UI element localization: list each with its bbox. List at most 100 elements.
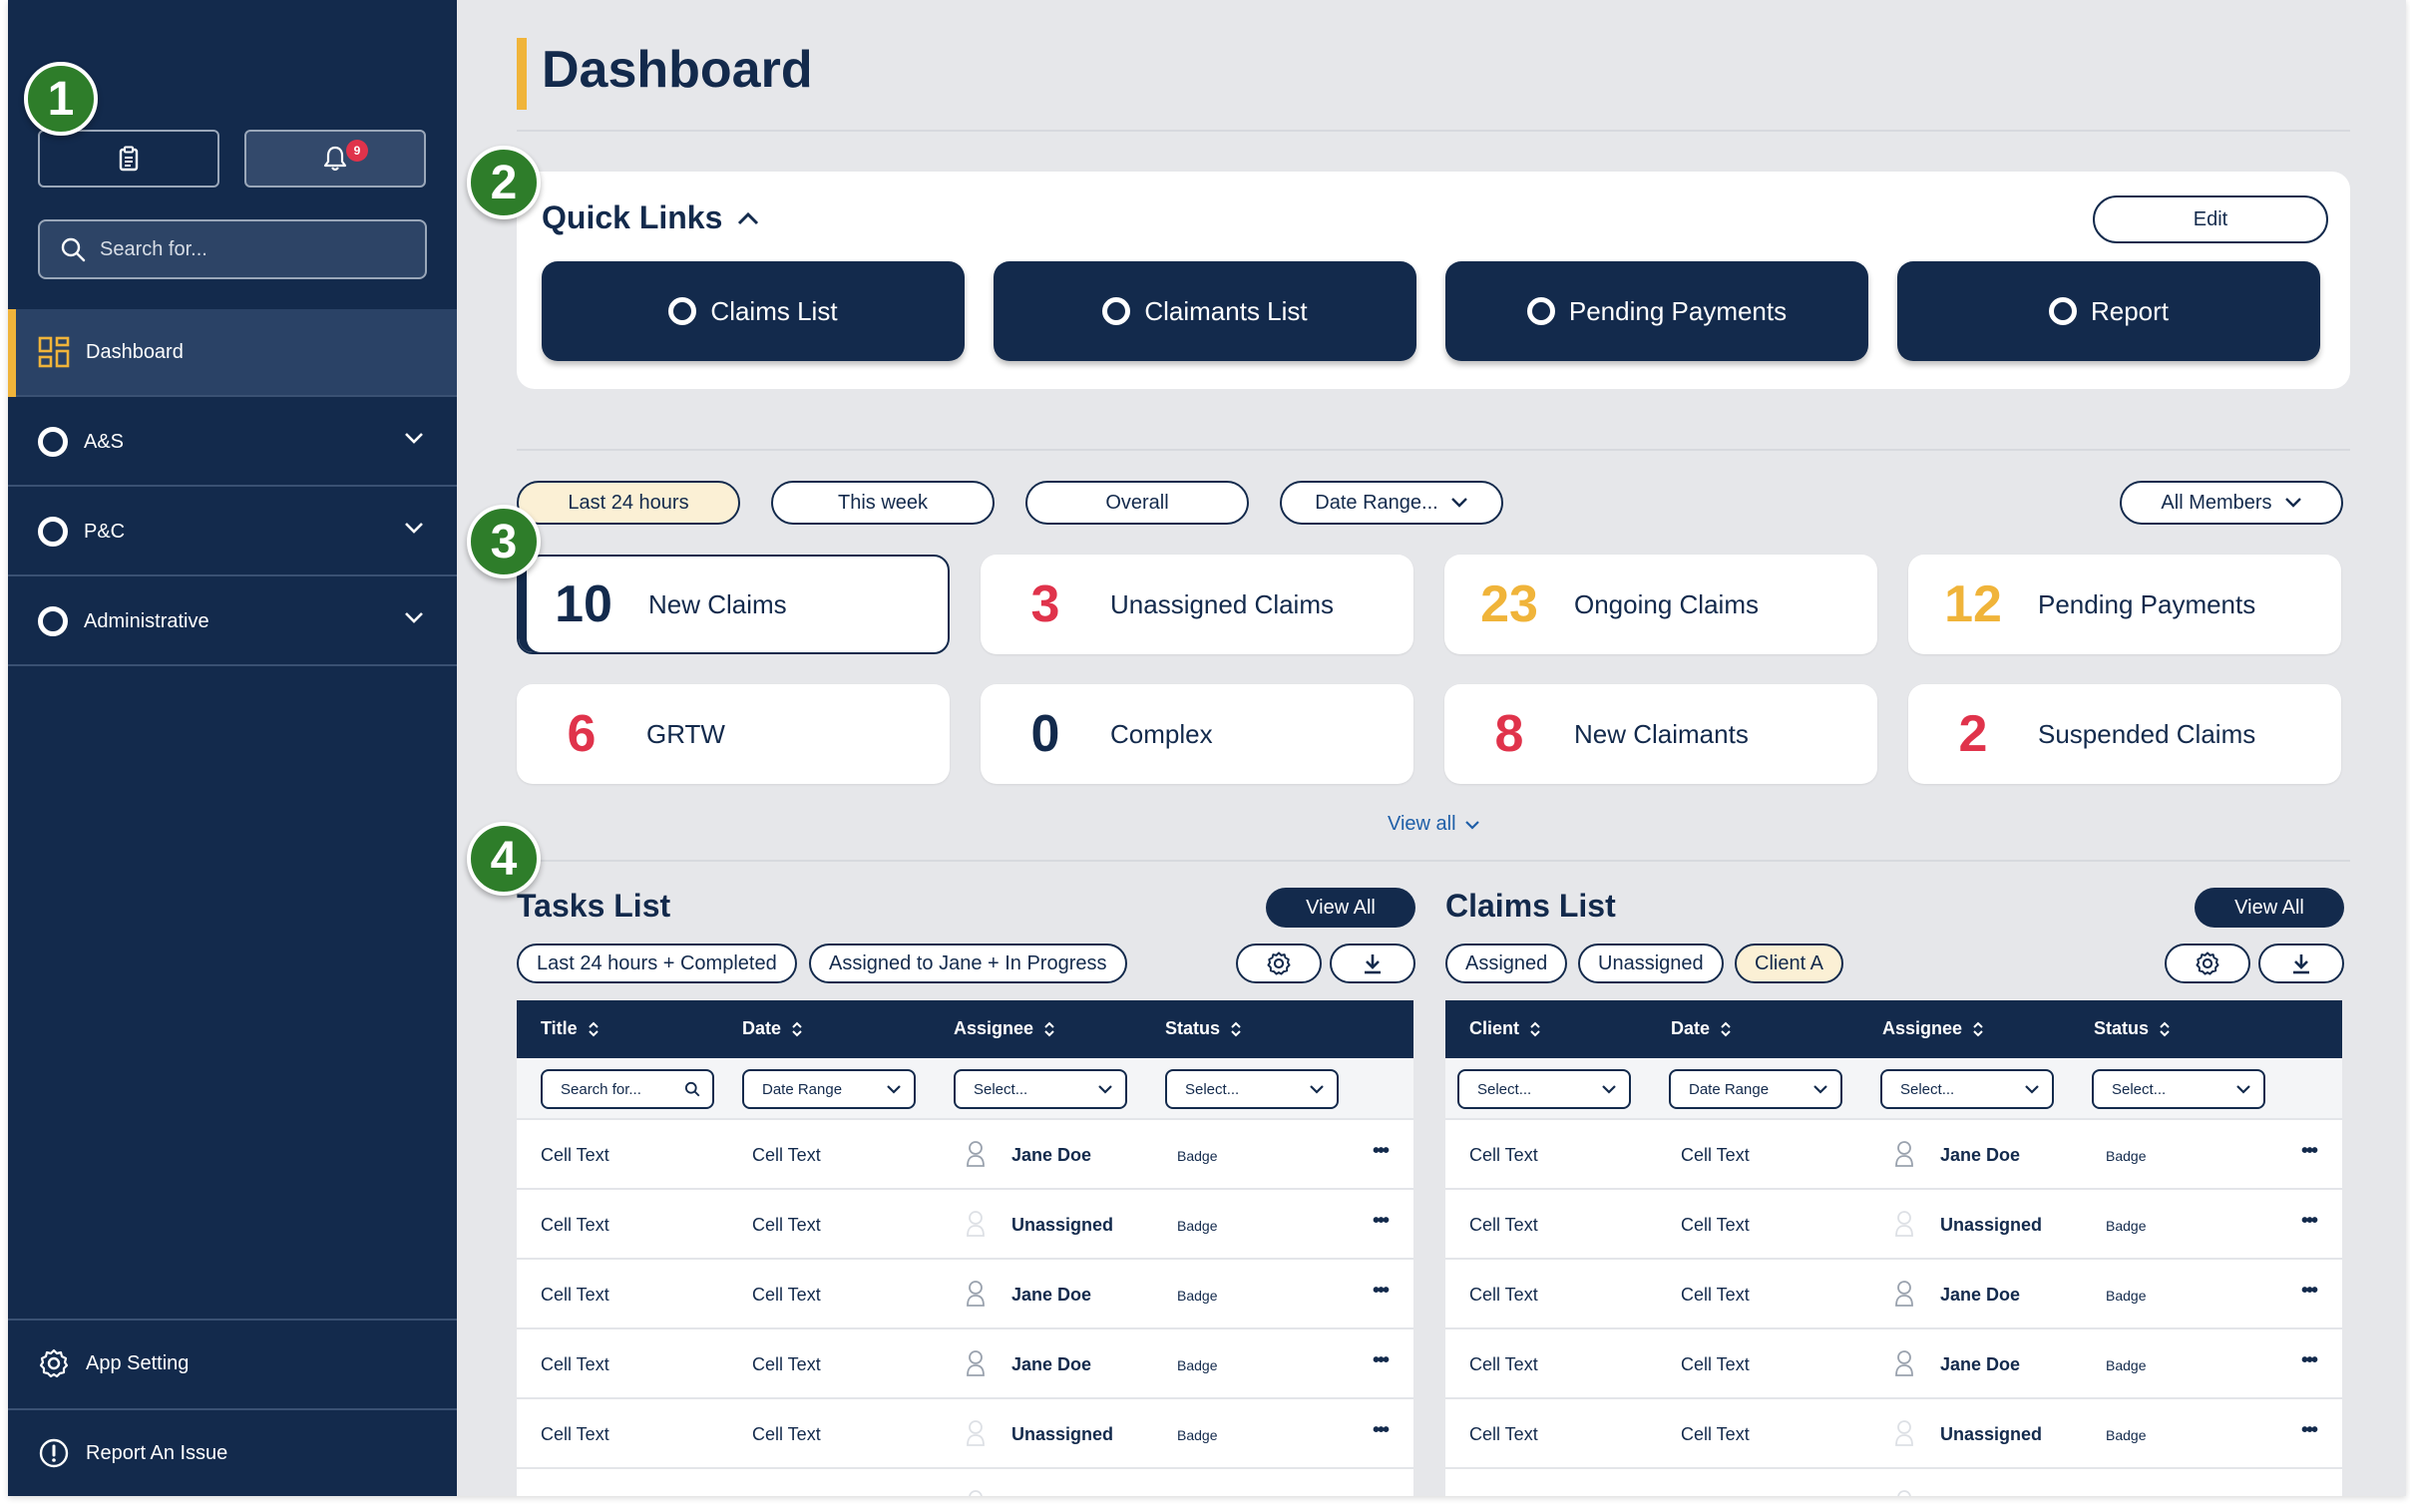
quick-link-report[interactable]: Report <box>1897 261 2320 361</box>
more-options-icon[interactable]: ••• <box>1373 1140 1390 1162</box>
claims-settings-button[interactable] <box>2165 944 2250 983</box>
claims-chip-client-a[interactable]: Client A <box>1735 944 1843 983</box>
sidebar-item-p-and-c[interactable]: P&C <box>8 489 457 576</box>
assignee-name: Jane Doe <box>1011 1145 1092 1165</box>
more-options-icon[interactable]: ••• <box>1373 1489 1390 1496</box>
more-options-icon[interactable]: ••• <box>2301 1280 2318 1302</box>
column-header-status[interactable]: Status <box>2094 1018 2171 1039</box>
quick-link-claimants-list[interactable]: Claimants List <box>994 261 1416 361</box>
claims-view-all-button[interactable]: View All <box>2195 888 2344 928</box>
chevron-down-icon <box>1310 1085 1324 1094</box>
tasks-settings-button[interactable] <box>1236 944 1322 983</box>
filter-last-24-hours[interactable]: Last 24 hours <box>517 481 740 525</box>
sidebar-item-dashboard[interactable]: Dashboard <box>8 309 457 397</box>
more-options-icon[interactable]: ••• <box>1373 1349 1390 1371</box>
stat-complex[interactable]: 0 Complex <box>981 684 1413 784</box>
stat-unassigned-claims[interactable]: 3 Unassigned Claims <box>981 555 1413 654</box>
more-options-icon[interactable]: ••• <box>2301 1210 2318 1232</box>
stat-grtw[interactable]: 6 GRTW <box>517 684 950 784</box>
more-options-icon[interactable]: ••• <box>1373 1210 1390 1232</box>
tasks-view-all-button[interactable]: View All <box>1266 888 1415 928</box>
table-row[interactable]: Cell Text Cell Text Jane Doe Badge ••• <box>1445 1120 2342 1190</box>
report-issue-link[interactable]: Report An Issue <box>8 1408 457 1496</box>
column-header-status[interactable]: Status <box>1165 1018 1242 1039</box>
quick-link-pending-payments[interactable]: Pending Payments <box>1445 261 1868 361</box>
sidebar-item-label: A&S <box>84 430 125 453</box>
stat-suspended-claims[interactable]: 2 Suspended Claims <box>1908 684 2341 784</box>
table-row[interactable]: Cell Text Cell Text Jane Doe Badge ••• <box>1445 1329 2342 1399</box>
sidebar-item-a-and-s[interactable]: A&S <box>8 399 457 487</box>
cell-text: Cell Text <box>1469 1215 1538 1235</box>
app-window: 9 Search for... Dashboard A&S P&C Admini… <box>8 0 2406 1496</box>
quick-links-toggle[interactable]: Quick Links <box>542 199 760 236</box>
claims-chip-assigned[interactable]: Assigned <box>1445 944 1568 983</box>
edit-quick-links-button[interactable]: Edit <box>2093 195 2328 243</box>
title-search-input[interactable]: Search for... <box>541 1069 714 1109</box>
filter-overall[interactable]: Overall <box>1025 481 1249 525</box>
tasks-chip-in-progress[interactable]: Assigned to Jane + In Progress <box>809 944 1127 983</box>
table-row[interactable]: Cell Text Cell Text Jane Doe Badge ••• <box>517 1260 1413 1329</box>
claims-chip-unassigned[interactable]: Unassigned <box>1578 944 1724 983</box>
client-select[interactable]: Select... <box>1457 1069 1631 1109</box>
view-all-label: View all <box>1388 813 1456 835</box>
more-options-icon[interactable]: ••• <box>2301 1140 2318 1162</box>
view-all-stats-link[interactable]: View all <box>1388 813 1480 836</box>
tasks-download-button[interactable] <box>1330 944 1415 983</box>
clipboard-button[interactable] <box>38 130 219 188</box>
column-header-date[interactable]: Date <box>742 1018 803 1039</box>
table-row[interactable]: Cell Text Cell Text Jane Doe Badge ••• <box>517 1329 1413 1399</box>
quick-link-claims-list[interactable]: Claims List <box>542 261 965 361</box>
assignee-select[interactable]: Select... <box>954 1069 1127 1109</box>
table-row[interactable]: Cell Text Cell Text Jane Doe Badge ••• <box>517 1120 1413 1190</box>
notifications-button[interactable]: 9 <box>244 130 426 188</box>
table-row[interactable]: Cell Text Cell Text Jane Doe Badge ••• <box>1445 1260 2342 1329</box>
sidebar-item-administrative[interactable]: Administrative <box>8 578 457 666</box>
more-options-icon[interactable]: ••• <box>1373 1419 1390 1441</box>
tasks-chip-completed[interactable]: Last 24 hours + Completed <box>517 944 797 983</box>
column-header-assignee[interactable]: Assignee <box>954 1018 1055 1039</box>
filter-this-week[interactable]: This week <box>771 481 995 525</box>
column-header-title[interactable]: Title <box>541 1018 600 1039</box>
claims-download-button[interactable] <box>2258 944 2344 983</box>
more-options-icon[interactable]: ••• <box>2301 1349 2318 1371</box>
stat-new-claimants[interactable]: 8 New Claimants <box>1444 684 1877 784</box>
chevron-down-icon <box>1813 1085 1827 1094</box>
step-marker-1: 1 <box>24 62 98 136</box>
circle-icon <box>2048 297 2077 325</box>
stat-pending-payments[interactable]: 12 Pending Payments <box>1908 555 2341 654</box>
more-options-icon[interactable]: ••• <box>2301 1489 2318 1496</box>
more-options-icon[interactable]: ••• <box>1373 1280 1390 1302</box>
status-select[interactable]: Select... <box>2092 1069 2265 1109</box>
chevron-down-icon <box>405 523 423 534</box>
column-header-client[interactable]: Client <box>1469 1018 1541 1039</box>
person-icon <box>1895 1350 1913 1376</box>
assignee-select[interactable]: Select... <box>1880 1069 2054 1109</box>
claims-rows: Cell Text Cell Text Jane Doe Badge ••• Cell T… <box>1445 1120 2342 1496</box>
stat-ongoing-claims[interactable]: 23 Ongoing Claims <box>1444 555 1877 654</box>
members-dropdown[interactable]: All Members <box>2120 481 2343 525</box>
sidebar: 9 Search for... Dashboard A&S P&C Admini… <box>8 0 457 1496</box>
more-options-icon[interactable]: ••• <box>2301 1419 2318 1441</box>
download-icon <box>1365 954 1381 974</box>
sidebar-search-input[interactable]: Search for... <box>38 219 427 279</box>
stat-new-claims[interactable]: 10 New Claims <box>517 555 950 654</box>
stat-label: New Claimants <box>1574 718 1749 749</box>
date-range-dropdown[interactable]: Date Range... <box>1280 481 1503 525</box>
cell-text: Cell Text <box>752 1145 821 1165</box>
bell-icon <box>323 146 347 172</box>
status-select[interactable]: Select... <box>1165 1069 1339 1109</box>
column-header-assignee[interactable]: Assignee <box>1882 1018 1984 1039</box>
stat-value: 3 <box>1030 575 1060 633</box>
date-range-filter[interactable]: Date Range <box>742 1069 916 1109</box>
app-setting-link[interactable]: App Setting <box>8 1319 457 1406</box>
chevron-down-icon <box>405 433 423 444</box>
cell-text: Cell Text <box>541 1145 609 1165</box>
date-range-filter[interactable]: Date Range <box>1669 1069 1842 1109</box>
column-header-date[interactable]: Date <box>1671 1018 1732 1039</box>
